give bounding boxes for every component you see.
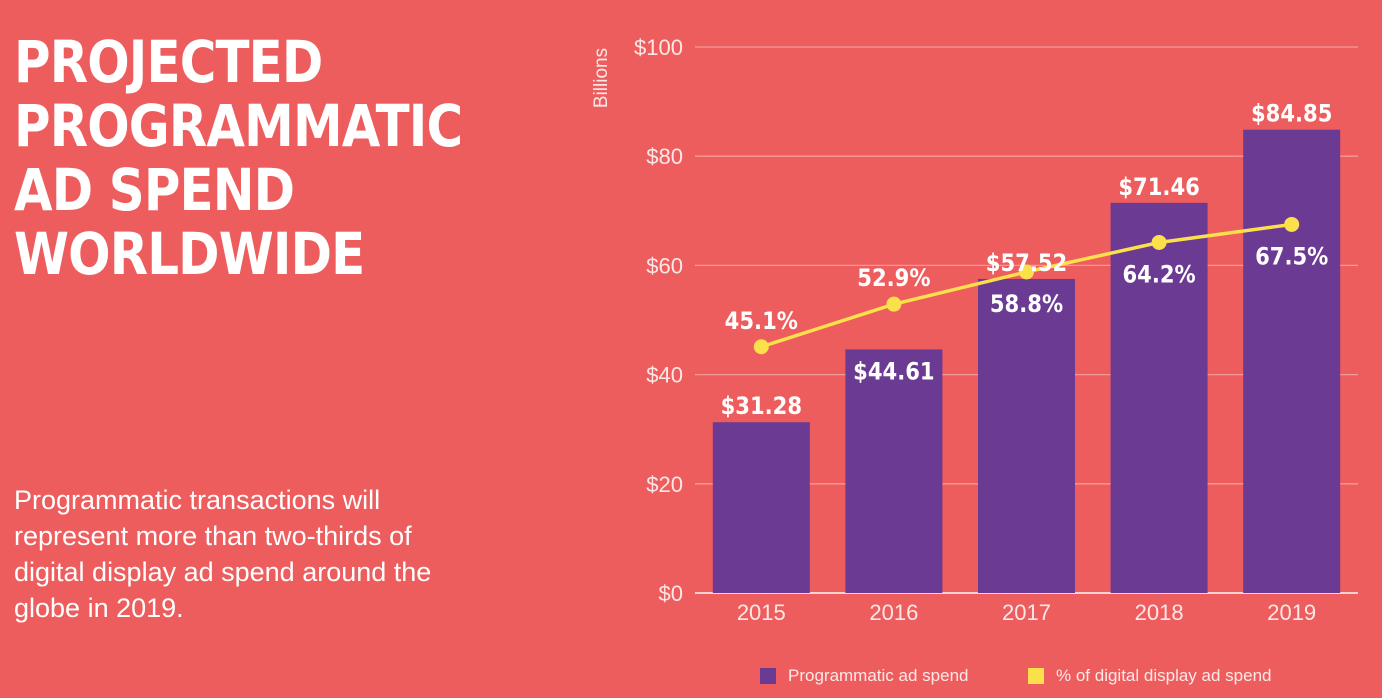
legend-item-bar: Programmatic ad spend — [760, 666, 968, 686]
y-tick-label: $40 — [646, 363, 683, 388]
chart-title: PROJECTED PROGRAMMATIC AD SPEND WORLDWID… — [14, 28, 463, 288]
bar-value-label: $31.28 — [721, 393, 802, 421]
line-point-2019 — [1284, 216, 1300, 232]
line-value-label: 64.2% — [1122, 261, 1195, 289]
title-line: WORLDWIDE — [14, 220, 365, 288]
bar-value-label: $44.61 — [853, 358, 934, 386]
bar-2015 — [712, 422, 810, 593]
bar-value-label: $84.85 — [1251, 100, 1332, 128]
legend-label: % of digital display ad spend — [1056, 666, 1272, 685]
y-tick-label: $80 — [646, 144, 683, 169]
line-value-label: 58.8% — [990, 291, 1063, 319]
title-line: AD SPEND — [14, 156, 295, 224]
line-value-label: 45.1% — [725, 308, 798, 336]
line-point-2016 — [886, 296, 902, 312]
y-tick-label: $100 — [634, 35, 683, 60]
line-point-2017 — [1019, 264, 1034, 280]
x-tick-label: 2018 — [1135, 600, 1184, 625]
x-tick-label: 2016 — [869, 600, 918, 625]
line-value-label: 67.5% — [1255, 243, 1328, 271]
legend-label: Programmatic ad spend — [788, 666, 969, 685]
bar-2018 — [1110, 202, 1208, 593]
y-tick-label: $20 — [646, 472, 683, 497]
title-line: PROGRAMMATIC — [14, 92, 463, 160]
x-tick-label: 2019 — [1267, 600, 1316, 625]
bar-value-label: $57.52 — [986, 250, 1067, 278]
y-axis-label: Billions — [591, 48, 612, 108]
line-point-2015 — [753, 339, 769, 355]
bar-2016 — [845, 349, 943, 593]
line-value-label: 52.9% — [857, 265, 930, 293]
title-line: PROJECTED — [14, 28, 323, 96]
chart-subtitle: Programmatic transactions will represent… — [14, 485, 432, 623]
x-tick-label: 2015 — [737, 600, 786, 625]
y-tick-label: $60 — [646, 253, 683, 278]
bar-2019 — [1243, 129, 1341, 593]
legend-swatch-yellow — [1028, 668, 1044, 684]
legend-swatch-purple — [760, 668, 776, 684]
y-tick-label: $0 — [659, 581, 683, 606]
bar-2017 — [978, 278, 1075, 593]
x-tick-label: 2017 — [1002, 600, 1051, 625]
bar-value-label: $71.46 — [1118, 174, 1199, 202]
legend-item-line: % of digital display ad spend — [1028, 666, 1271, 686]
line-point-2018 — [1151, 234, 1167, 250]
